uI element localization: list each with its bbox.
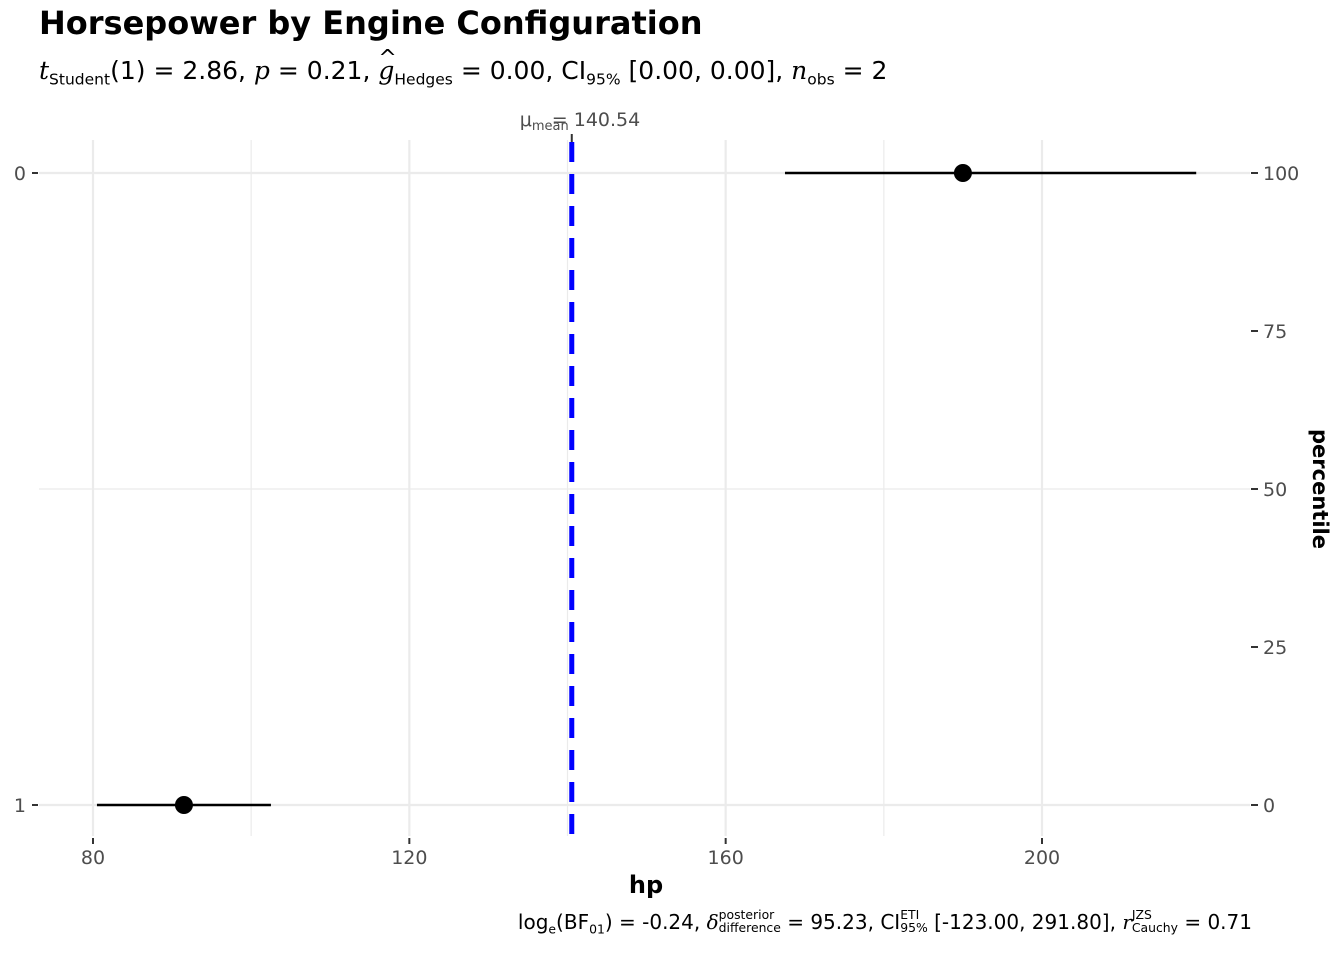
p-symbol: p: [253, 56, 270, 85]
r-subscript: Cauchy: [1131, 919, 1178, 935]
stat-symbol: t: [39, 56, 50, 85]
right-tick-label: 25: [1263, 637, 1287, 659]
bf-open: (BF: [556, 910, 590, 934]
ci-subscript: 95%: [586, 70, 621, 89]
r-symbol: r: [1122, 910, 1132, 934]
ci-value: [0.00, 0.00],: [628, 56, 784, 85]
effect-value: = 0.00,: [460, 56, 554, 85]
p-value: = 0.21,: [277, 56, 371, 85]
chart-subtitle: tStudent(1) = 2.86, p = 0.21, ^ gHedges =…: [39, 46, 888, 89]
stat-value: = 2.86,: [153, 56, 246, 85]
stat-df: (1): [110, 56, 146, 85]
bf-subscript: 01: [589, 921, 605, 937]
delta-subscript: difference: [718, 919, 781, 935]
data-point: [174, 796, 193, 814]
effect-subscript: Hedges: [394, 70, 453, 89]
bf-base: e: [548, 921, 557, 937]
right-tick-label: 50: [1263, 479, 1287, 501]
y-tick-label: 0: [14, 163, 26, 185]
effect-symbol: g: [378, 56, 395, 85]
data-point: [953, 164, 972, 182]
n-subscript: obs: [807, 70, 835, 89]
delta-value: = 95.23,: [787, 910, 874, 934]
x-tick-label: 200: [1024, 847, 1060, 869]
x-tick-label: 120: [391, 847, 427, 869]
n-value: = 2: [842, 56, 888, 85]
ci-label: CI: [561, 56, 587, 85]
x-axis-title: hp: [629, 871, 663, 899]
y-tick-label: 1: [14, 795, 26, 817]
r-value: = 0.71: [1184, 910, 1252, 934]
delta-superscript: posterior: [718, 907, 775, 923]
mean-label-value: = 140.54: [552, 109, 640, 131]
stat-subscript: Student: [49, 70, 111, 89]
mean-label-symbol: μmean: [520, 109, 569, 134]
bf-value: ) = -0.24,: [604, 910, 701, 934]
delta-symbol: δ: [706, 910, 719, 934]
x-tick-label: 160: [708, 847, 744, 869]
n-symbol: n: [791, 56, 808, 85]
right-tick-label: 0: [1263, 795, 1275, 817]
caption-ci-subscript: 95%: [900, 919, 928, 935]
bf-label: log: [517, 910, 549, 934]
right-tick-label: 100: [1263, 163, 1299, 185]
chart-caption: loge(BF01) = -0.24, δ posterior difference…: [517, 907, 1252, 937]
x-tick-label: 80: [81, 847, 105, 869]
r-superscript: JZS: [1131, 907, 1152, 923]
caption-ci-superscript: ETI: [900, 907, 920, 923]
right-axis-title: percentile: [1308, 429, 1332, 549]
right-tick-label: 75: [1263, 321, 1287, 343]
caption-ci-label: CI: [880, 910, 901, 934]
hat-icon: ^: [378, 46, 397, 71]
chart-title: Horsepower by Engine Configuration: [39, 4, 703, 42]
caption-ci-value: [-123.00, 291.80],: [934, 910, 1116, 934]
